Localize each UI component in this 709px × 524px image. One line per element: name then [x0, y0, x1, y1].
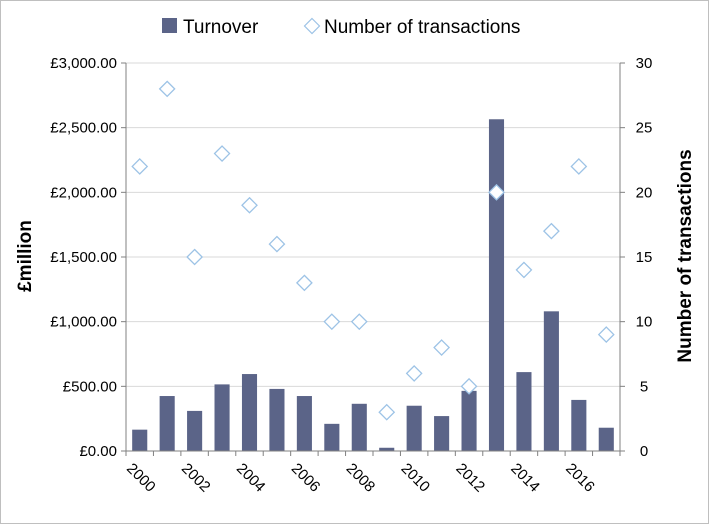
y-tick-label-right: 30	[636, 55, 653, 72]
turnover-bar	[543, 311, 559, 451]
turnover-bar	[488, 119, 505, 451]
legend-swatch-turnover	[162, 18, 177, 33]
y-tick-label-right: 25	[636, 120, 653, 137]
y-tick-label-right: 0	[640, 443, 648, 460]
transaction-marker	[433, 339, 451, 356]
transaction-marker	[131, 158, 149, 175]
transaction-marker	[378, 403, 396, 421]
turnover-bar	[379, 447, 395, 451]
y-tick-label-left: £2,000.00	[50, 184, 117, 201]
y-tick-label-left: £3,000.00	[50, 55, 117, 72]
y-tick-label-right: 5	[640, 378, 648, 395]
x-tick-label: 2010	[398, 460, 434, 496]
transaction-marker	[570, 158, 588, 175]
turnover-bar	[406, 405, 422, 451]
transaction-marker	[488, 183, 505, 201]
y-tick-label-left: £2,500.00	[50, 120, 117, 137]
turnover-bar	[571, 399, 587, 451]
x-tick-label: 2002	[178, 460, 214, 496]
x-tick-label: 2012	[452, 460, 488, 496]
y-tick-label-right: 20	[636, 184, 653, 201]
turnover-bar	[351, 403, 367, 451]
y-tick-label-left: £1,500.00	[50, 249, 117, 266]
x-tick-label: 2004	[233, 460, 269, 496]
legend-label-turnover: Turnover	[183, 17, 259, 38]
turnover-bar	[516, 372, 532, 451]
turnover-bar	[461, 390, 477, 451]
axes	[121, 62, 625, 456]
gridlines	[126, 62, 620, 387]
turnover-bar	[241, 374, 258, 451]
transaction-marker	[597, 326, 615, 344]
turnover-bar	[159, 396, 175, 451]
x-ticks: 2000 2002 2004 2006 2008 2010 2012 2014 2016	[123, 460, 598, 496]
transaction-marker	[542, 222, 560, 240]
transaction-markers	[131, 80, 615, 421]
x-tick-label: 2014	[507, 460, 543, 496]
left-y-ticks: £0.00 £500.00 £1,000.00 £1,500.00 £2,000.00 £…	[50, 55, 117, 460]
transaction-marker	[515, 261, 533, 279]
transaction-marker	[241, 196, 258, 214]
turnover-bar	[214, 384, 230, 451]
x-tick-label: 2006	[288, 460, 324, 496]
x-tick-label: 2000	[123, 460, 159, 496]
x-tick-label: 2016	[562, 460, 598, 496]
y-tick-label-left: £0.00	[79, 443, 117, 460]
y-tick-label-left: £1,000.00	[50, 314, 117, 331]
transaction-marker	[268, 235, 286, 253]
turnover-bar	[132, 429, 148, 451]
y-axis-title-left: £million	[15, 220, 36, 292]
legend: Turnover Number of transactions	[162, 17, 520, 38]
legend-label-transactions: Number of transactions	[324, 17, 520, 38]
turnover-bar	[324, 423, 340, 451]
y-tick-label-right: 10	[636, 314, 653, 331]
transaction-marker	[186, 248, 204, 266]
legend-swatch-transactions	[303, 17, 321, 35]
y-tick-label-left: £500.00	[63, 378, 117, 395]
transaction-marker	[460, 377, 478, 395]
y-tick-label-right: 15	[636, 249, 653, 266]
turnover-bar	[187, 410, 203, 451]
transaction-marker	[350, 313, 368, 331]
transaction-marker	[323, 313, 341, 331]
x-tick-label: 2008	[343, 460, 379, 496]
turnover-bar	[296, 396, 312, 451]
turnover-bars	[132, 119, 614, 451]
turnover-bar	[598, 427, 614, 451]
transaction-marker	[213, 145, 231, 162]
transaction-marker	[158, 80, 176, 98]
right-y-ticks: 0 5 10 15 20 25 30	[636, 55, 653, 460]
transaction-marker	[405, 364, 423, 382]
transaction-marker	[295, 274, 313, 292]
y-axis-title-right: Number of transactions	[675, 149, 696, 362]
turnover-bar	[434, 416, 450, 451]
turnover-bar	[269, 388, 285, 451]
